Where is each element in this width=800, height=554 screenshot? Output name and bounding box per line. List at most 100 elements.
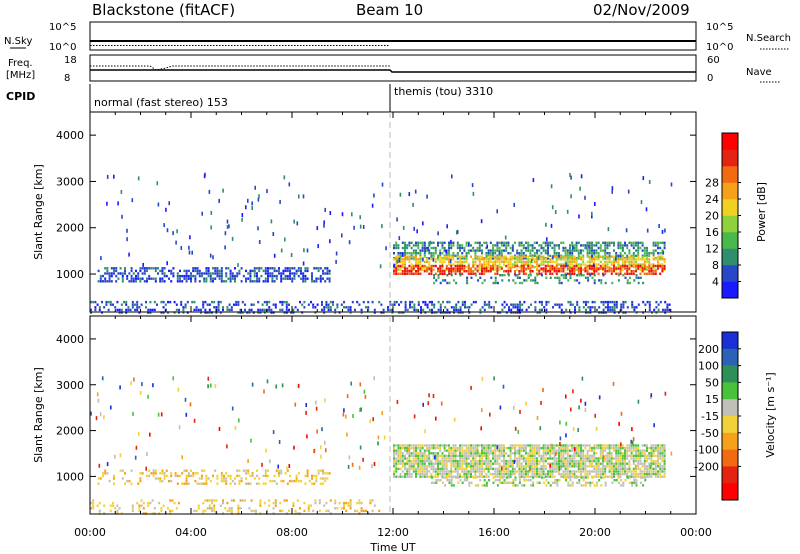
power-cell — [593, 274, 596, 277]
power-cell — [540, 274, 543, 277]
velocity-cell — [566, 444, 569, 447]
power-cell — [464, 306, 466, 309]
velocity-cell — [650, 459, 653, 463]
velocity-cell — [426, 446, 428, 450]
power-colorbar-tick-label: 28 — [705, 177, 719, 190]
power-cell — [150, 267, 153, 270]
velocity-cell — [600, 476, 603, 479]
power-cell — [194, 274, 197, 278]
velocity-cell — [315, 477, 318, 480]
power-cell — [615, 254, 618, 257]
velocity-cell — [529, 475, 532, 478]
velocity-cell — [399, 454, 402, 458]
velocity-cell — [465, 452, 468, 455]
velocity-cell — [635, 467, 637, 471]
velocity-cell — [415, 449, 417, 452]
power-cell — [448, 270, 450, 273]
power-cell — [514, 274, 517, 277]
power-cell — [141, 267, 144, 270]
power-cell — [525, 263, 527, 266]
power-cell — [580, 263, 582, 266]
velocity-cell — [663, 446, 666, 450]
power-cell — [198, 269, 201, 273]
power-cell — [411, 306, 414, 309]
nsky-label: N.Sky — [4, 36, 32, 47]
power-cell — [297, 269, 300, 273]
velocity-cell — [452, 475, 455, 478]
velocity-cell — [496, 470, 499, 473]
power-cell — [270, 219, 273, 224]
velocity-cell — [496, 479, 499, 482]
power-cell — [575, 246, 578, 250]
power-cell — [439, 281, 442, 285]
velocity-cell — [632, 459, 635, 463]
power-cell — [434, 264, 437, 268]
power-cell — [272, 303, 275, 306]
power-cell — [434, 258, 437, 261]
power-cell — [588, 252, 591, 255]
power-cell — [553, 270, 556, 273]
power-cell — [494, 252, 497, 255]
power-cell — [518, 241, 521, 244]
velocity-cell — [349, 504, 352, 507]
velocity-cell — [528, 467, 531, 472]
power-cell — [540, 255, 543, 258]
velocity-cell — [241, 499, 244, 502]
power-cell — [218, 272, 221, 275]
velocity-cell — [516, 465, 519, 468]
velocity-cell — [250, 438, 252, 443]
velocity-cell — [617, 444, 620, 447]
power-cell — [584, 270, 587, 273]
power-cell — [329, 308, 332, 312]
power-cell — [575, 249, 578, 252]
velocity-cell — [617, 472, 620, 476]
velocity-cell — [448, 475, 450, 478]
velocity-cell — [538, 459, 541, 463]
velocity-cell — [271, 479, 274, 483]
velocity-cell — [624, 452, 626, 455]
velocity-cell — [617, 459, 620, 463]
velocity-cell — [476, 444, 479, 447]
power-cell — [628, 249, 631, 252]
velocity-cell — [192, 472, 195, 475]
velocity-cell — [650, 449, 653, 452]
power-cell — [156, 181, 159, 186]
velocity-cell — [505, 476, 508, 479]
power-cell — [586, 241, 589, 244]
power-cell — [617, 267, 620, 270]
power-cell — [220, 277, 223, 280]
velocity-cell — [417, 472, 420, 476]
power-cell — [556, 303, 559, 306]
power-cell — [168, 269, 170, 273]
velocity-cell — [593, 465, 596, 468]
power-cell — [254, 185, 256, 190]
power-cell — [507, 252, 510, 255]
velocity-cell — [564, 446, 567, 450]
power-cell — [626, 246, 629, 250]
power-cell — [640, 200, 643, 205]
velocity-cell — [571, 481, 574, 484]
velocity-cell — [397, 459, 400, 463]
velocity-cell — [650, 475, 653, 478]
velocity-cell — [566, 470, 569, 473]
velocity-cell — [485, 444, 488, 447]
velocity-cell — [646, 470, 648, 473]
velocity-cell — [432, 475, 435, 478]
velocity-cell — [245, 477, 247, 480]
velocity-cell — [641, 449, 644, 452]
velocity-cell — [496, 445, 499, 450]
velocity-cell — [426, 449, 428, 452]
power-cell — [324, 280, 327, 283]
power-cell — [399, 254, 402, 257]
power-cell — [132, 272, 135, 275]
velocity-cell — [274, 504, 277, 507]
power-cell — [527, 263, 530, 266]
velocity-cell — [536, 446, 538, 450]
velocity-cell — [547, 452, 549, 455]
velocity-cell — [483, 462, 486, 465]
power-cell — [580, 265, 582, 269]
power-cell — [127, 308, 130, 312]
power-cell — [658, 224, 660, 228]
velocity-cell — [525, 479, 528, 482]
power-cell — [106, 267, 109, 270]
